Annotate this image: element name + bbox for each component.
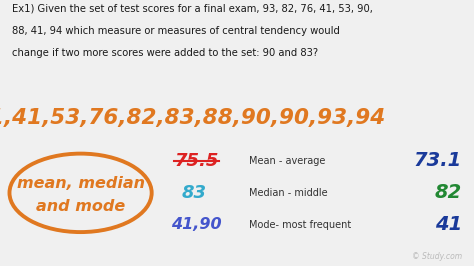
Text: Ex1) Given the set of test scores for a final exam, 93, 82, 76, 41, 53, 90,: Ex1) Given the set of test scores for a … (12, 4, 373, 14)
Text: 88, 41, 94 which measure or measures of central tendency would: 88, 41, 94 which measure or measures of … (12, 26, 340, 36)
Text: Mean - average: Mean - average (249, 156, 325, 166)
Text: 83: 83 (182, 184, 207, 202)
Text: change if two more scores were added to the set: 90 and 83?: change if two more scores were added to … (12, 48, 318, 58)
Text: Median - middle: Median - middle (249, 188, 328, 198)
Text: and mode: and mode (36, 199, 125, 214)
Text: © Study.com: © Study.com (412, 252, 462, 261)
Text: 41: 41 (435, 215, 462, 234)
Text: 73.1: 73.1 (414, 151, 462, 171)
Text: mean, median: mean, median (17, 176, 145, 191)
Text: 82: 82 (435, 183, 462, 202)
Text: Mode- most frequent: Mode- most frequent (249, 220, 351, 230)
Text: 75.5: 75.5 (174, 152, 219, 170)
Text: 41,41,53,76,82,83,88,90,90,93,94: 41,41,53,76,82,83,88,90,90,93,94 (0, 108, 386, 128)
Text: 41,90: 41,90 (172, 217, 222, 232)
